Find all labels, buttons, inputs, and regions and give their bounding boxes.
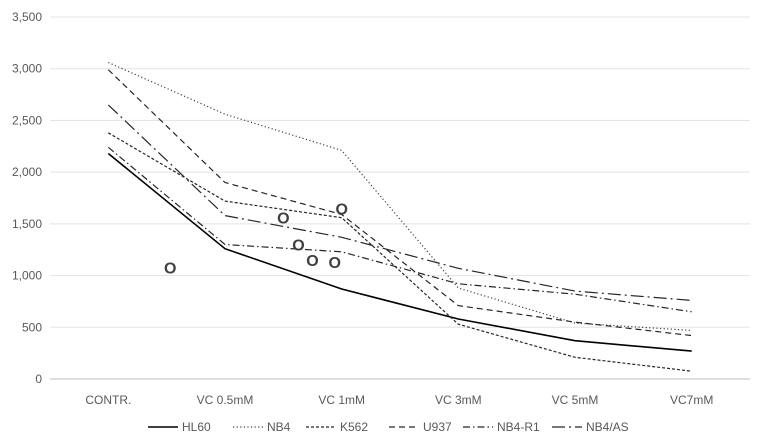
y-tick-label: 3,000: [12, 62, 42, 76]
y-tick-label: 2,500: [12, 113, 42, 127]
legend-label: HL60: [182, 420, 211, 434]
y-tick-label: 0: [35, 372, 42, 386]
y-axis-ticks: 0 500 1,000 1,500 2,000 2,500 3,000 3,500: [12, 10, 42, 386]
x-axis-ticks: CONTR. VC 0.5mM VC 1mM VC 3mM VC 5mM VC7mM: [85, 393, 713, 407]
series-lines: [107, 61, 692, 372]
legend-label: U937: [423, 420, 452, 434]
legend: HL60 NB4 K562 U937 NB4-R1 NB4/AS: [148, 420, 629, 434]
annotation-marker: O: [292, 238, 304, 255]
x-tick-label: VC 0.5mM: [197, 393, 254, 407]
x-tick-label: VC 5mM: [552, 393, 599, 407]
x-tick-label: VC 3mM: [435, 393, 482, 407]
y-tick-label: 2,000: [12, 165, 42, 179]
y-tick-label: 500: [22, 320, 42, 334]
annotation-marker: O: [277, 211, 289, 228]
series-line-k562: [107, 132, 692, 372]
legend-label: K562: [340, 420, 368, 434]
annotation-marker: O: [328, 255, 340, 272]
x-tick-label: CONTR.: [85, 393, 131, 407]
series-line-hl60: [107, 152, 692, 352]
y-tick-label: 1,500: [12, 217, 42, 231]
grid-lines: [50, 16, 750, 380]
y-tick-label: 3,500: [12, 10, 42, 24]
x-tick-label: VC7mM: [670, 393, 713, 407]
legend-label: NB4/AS: [586, 420, 629, 434]
series-line-u937: [107, 69, 692, 337]
legend-label: NB4-R1: [497, 420, 540, 434]
y-tick-label: 1,000: [12, 269, 42, 283]
annotation-marker: O: [306, 253, 318, 270]
annotation-marker: O: [164, 260, 176, 277]
series-line-nb4-as: [107, 104, 692, 301]
series-line-nb4: [108, 61, 692, 331]
legend-label: NB4: [267, 420, 291, 434]
series-line-nb4-r1: [107, 146, 692, 313]
x-tick-label: VC 1mM: [318, 393, 365, 407]
annotation-marker: O: [335, 201, 347, 218]
